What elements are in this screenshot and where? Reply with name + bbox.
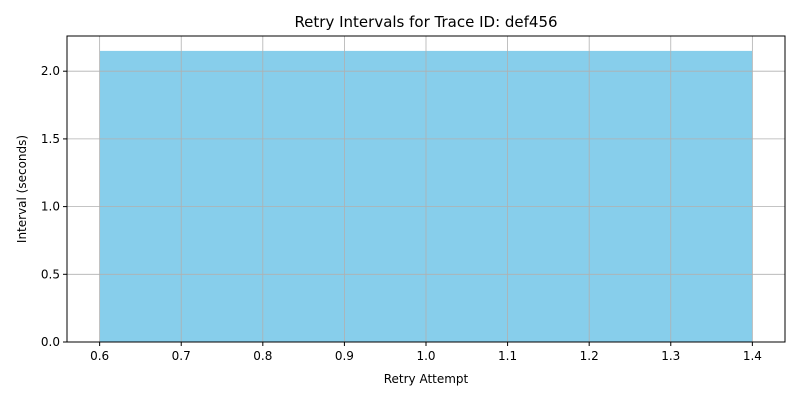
x-tick-label: 1.0 (416, 349, 435, 363)
y-tick-label: 0.0 (41, 335, 60, 349)
tick-layer: 0.6 0.7 0.8 0.9 1.0 1.1 1.2 1.3 1.4 0.0 0.5 1.0 1.5 2… (41, 64, 762, 363)
x-tick-label: 1.3 (661, 349, 680, 363)
y-tick-label: 0.5 (41, 267, 60, 281)
y-axis-label: Interval (seconds) (15, 135, 29, 243)
x-tick-label: 0.6 (90, 349, 109, 363)
x-axis-label: Retry Attempt (384, 372, 469, 386)
x-tick-label: 0.8 (253, 349, 272, 363)
x-tick-label: 0.7 (172, 349, 191, 363)
x-tick-label: 1.1 (498, 349, 517, 363)
x-tick-label: 0.9 (335, 349, 354, 363)
y-tick-label: 2.0 (41, 64, 60, 78)
y-tick-label: 1.5 (41, 132, 60, 146)
x-tick-label: 1.4 (743, 349, 762, 363)
chart-title: Retry Intervals for Trace ID: def456 (294, 13, 557, 31)
x-tick-label: 1.2 (580, 349, 599, 363)
y-tick-label: 1.0 (41, 200, 60, 214)
